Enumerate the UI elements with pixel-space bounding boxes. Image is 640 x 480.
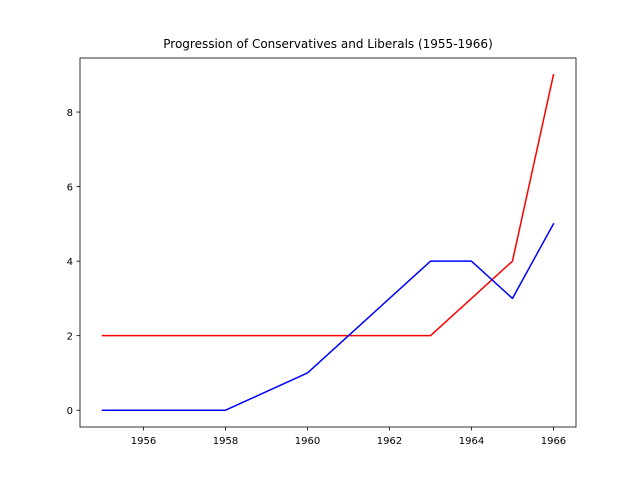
x-tick-label: 1956 — [131, 436, 156, 447]
series-line-conservatives — [101, 73, 555, 337]
chart-title: Progression of Conservatives and Liberal… — [163, 37, 493, 51]
x-tick-label: 1960 — [295, 436, 320, 447]
y-tick-label: 8 — [67, 108, 73, 119]
series-line-liberals — [101, 222, 555, 411]
y-tick-label: 2 — [67, 332, 73, 343]
y-tick-label: 4 — [67, 257, 73, 268]
y-tick-label: 0 — [67, 406, 73, 417]
plot-area: 1956 1958 1960 1962 1964 1966 0 2 4 6 8 — [67, 57, 577, 447]
x-tick-label: 1958 — [213, 436, 238, 447]
x-tick-label: 1962 — [377, 436, 402, 447]
x-tick-label: 1964 — [459, 436, 484, 447]
x-tick-label: 1966 — [541, 436, 566, 447]
axes-frame — [79, 57, 577, 428]
y-tick-label: 6 — [67, 183, 73, 194]
